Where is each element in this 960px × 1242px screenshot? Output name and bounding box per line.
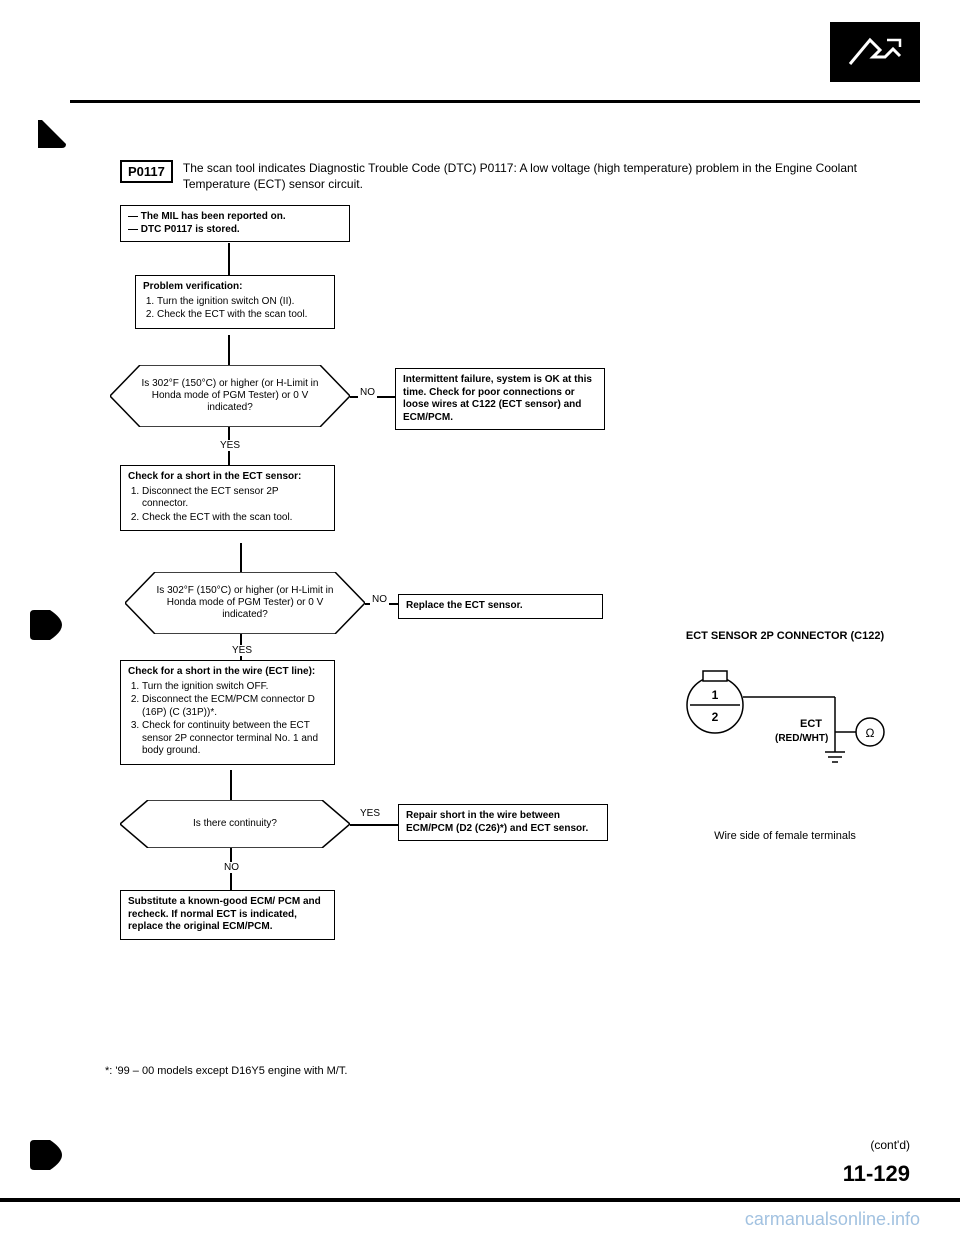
pin2: 2 xyxy=(712,710,719,724)
line xyxy=(240,543,242,572)
verify-item2: Check the ECT with the scan tool. xyxy=(157,309,327,322)
box-substitute: Substitute a known-good ECM/ PCM and rec… xyxy=(120,890,335,940)
connector-diagram: ECT SENSOR 2P CONNECTOR (C122) 1 2 Ω ECT… xyxy=(660,630,910,842)
diamond-3: Is there continuity? xyxy=(120,800,350,848)
replace-text: Replace the ECT sensor. xyxy=(406,600,523,611)
box-repair: Repair short in the wire between ECM/PCM… xyxy=(398,804,608,841)
watermark: carmanualsonline.info xyxy=(745,1209,920,1230)
label-yes3: YES xyxy=(358,808,382,819)
box-replace-ect: Replace the ECT sensor. xyxy=(398,594,603,619)
substitute-text: Substitute a known-good ECM/ PCM and rec… xyxy=(128,896,321,932)
line xyxy=(350,824,398,826)
connector-title: ECT SENSOR 2P CONNECTOR (C122) xyxy=(660,630,910,642)
box-check-short-wire: Check for a short in the wire (ECT line)… xyxy=(120,660,335,765)
box-verify: Problem verification: Turn the ignition … xyxy=(135,275,335,329)
svg-text:Ω: Ω xyxy=(866,726,875,740)
label-no1: NO xyxy=(358,387,377,398)
connector-caption: Wire side of female terminals xyxy=(660,830,910,842)
box-check-short-sensor: Check for a short in the ECT sen­sor: Di… xyxy=(120,465,335,531)
intermittent-text: Intermittent failure, system is OK at th… xyxy=(403,374,592,423)
label-yes2: YES xyxy=(230,645,254,656)
manual-logo xyxy=(830,22,920,82)
line xyxy=(228,243,230,275)
box-intermittent: Intermittent failure, system is OK at th… xyxy=(395,368,605,430)
footnote: *: '99 – 00 models except D16Y5 engine w… xyxy=(105,1065,347,1077)
connector-svg: 1 2 Ω ECT (RED/WHT) xyxy=(660,657,910,777)
intro-text: The scan tool indicates Diagnostic Troub… xyxy=(183,160,910,192)
label-yes1: YES xyxy=(218,440,242,451)
verify-title: Problem verification: xyxy=(143,281,242,292)
csw-item3: Check for continuity between the ECT sen… xyxy=(142,720,327,758)
contd: (cont'd) xyxy=(870,1138,910,1152)
page-number: 11-129 xyxy=(843,1161,910,1187)
label-no2: NO xyxy=(370,594,389,605)
pin1: 1 xyxy=(712,688,719,702)
start-line2: — DTC P0117 is stored. xyxy=(128,224,240,235)
label-no3: NO xyxy=(222,862,241,873)
diamond-3-text: Is there continuity? xyxy=(143,818,327,830)
bottom-rule xyxy=(0,1198,960,1202)
diamond-1: Is 302°F (150°C) or higher (or H-Limit i… xyxy=(110,365,350,427)
wire-color: (RED/WHT) xyxy=(775,733,828,744)
diamond-2-text: Is 302°F (150°C) or higher (or H-Limit i… xyxy=(149,585,341,621)
box-start: — The MIL has been reported on. — DTC P0… xyxy=(120,205,350,242)
verify-item1: Turn the ignition switch ON (II). xyxy=(157,296,327,309)
csw-item1: Turn the ignition switch OFF. xyxy=(142,681,327,694)
dtc-code-box: P0117 xyxy=(120,160,173,183)
repair-text: Repair short in the wire between ECM/PCM… xyxy=(406,810,588,834)
tab-mark-bottom xyxy=(30,1140,62,1170)
top-rule xyxy=(70,100,920,103)
line xyxy=(230,770,232,800)
flowchart: — The MIL has been reported on. — DTC P0… xyxy=(100,200,620,1060)
csw-title: Check for a short in the wire (ECT line)… xyxy=(128,666,315,677)
tab-mark-mid xyxy=(30,610,62,640)
diamond-1-text: Is 302°F (150°C) or higher (or H-Limit i… xyxy=(134,378,326,414)
csw-item2: Disconnect the ECM/PCM con­nector D (16P… xyxy=(142,694,327,719)
css-item1: Disconnect the ECT sensor 2P connector. xyxy=(142,486,327,511)
tab-mark-top xyxy=(38,120,66,148)
intro-block: P0117 The scan tool indicates Diagnostic… xyxy=(120,160,910,192)
line xyxy=(228,335,230,365)
start-line1: — The MIL has been reported on. xyxy=(128,211,286,222)
diamond-2: Is 302°F (150°C) or higher (or H-Limit i… xyxy=(125,572,365,634)
css-title: Check for a short in the ECT sen­sor: xyxy=(128,471,301,482)
css-item2: Check the ECT with the scan tool. xyxy=(142,512,327,525)
wire-label: ECT xyxy=(800,718,822,730)
